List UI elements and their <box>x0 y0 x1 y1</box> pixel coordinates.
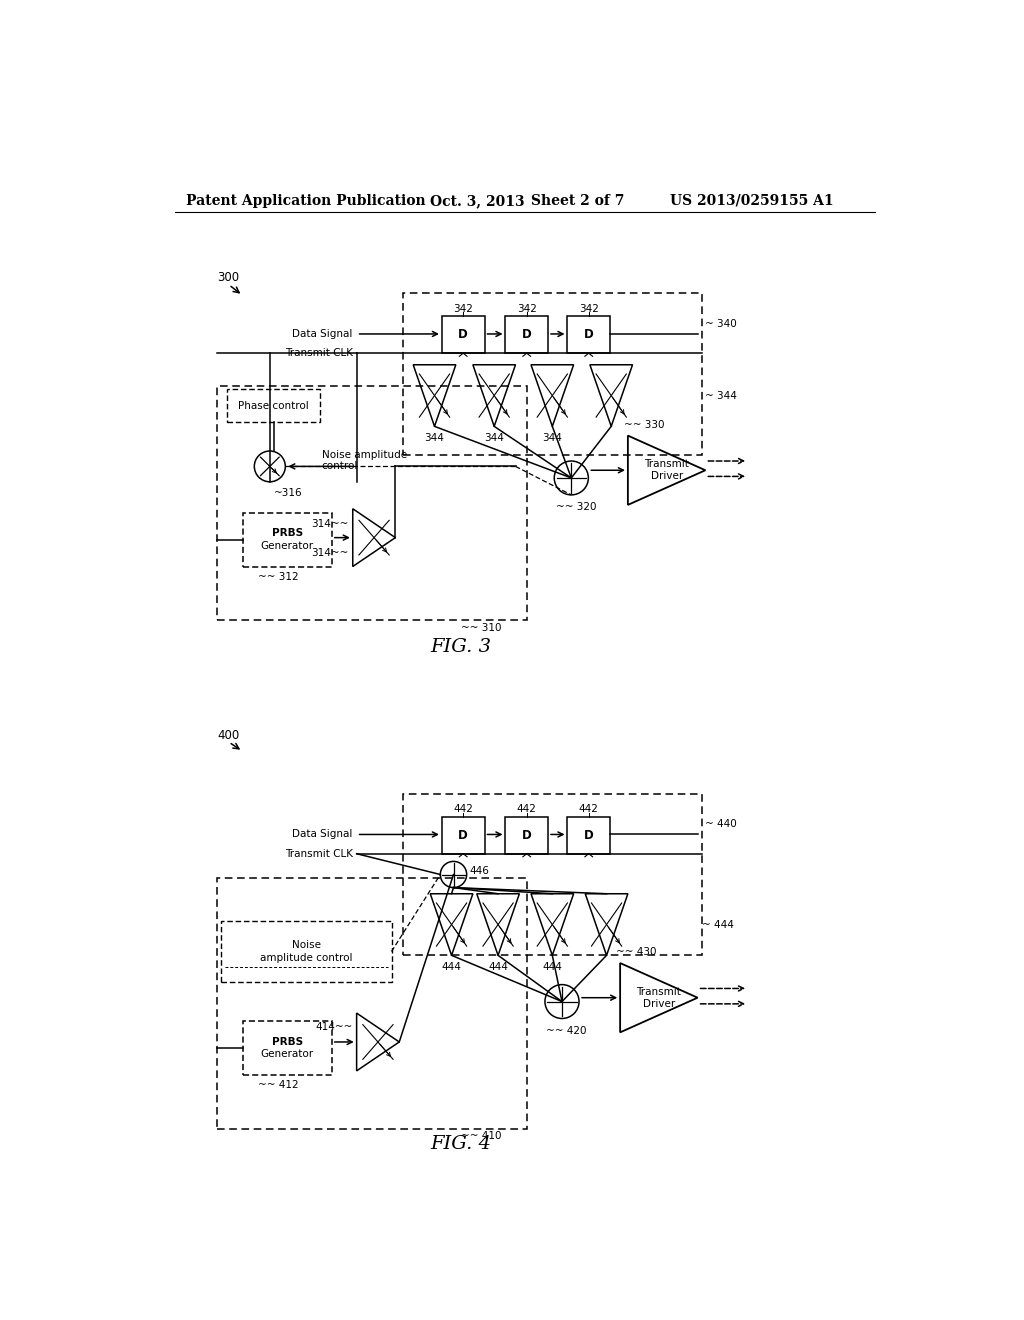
Text: FIG. 3: FIG. 3 <box>431 639 492 656</box>
Text: D: D <box>459 829 468 842</box>
Text: Noise amplitude: Noise amplitude <box>322 450 407 459</box>
Text: Transmit CLK: Transmit CLK <box>285 849 352 859</box>
Text: 300: 300 <box>217 271 240 284</box>
FancyBboxPatch shape <box>243 512 332 566</box>
Text: ~ 340: ~ 340 <box>706 319 737 329</box>
Text: 442: 442 <box>454 804 473 814</box>
FancyBboxPatch shape <box>442 317 484 354</box>
Text: 444: 444 <box>543 962 562 972</box>
Text: ~316: ~316 <box>273 487 302 498</box>
Text: Phase control: Phase control <box>239 400 309 411</box>
Text: ~~ 310: ~~ 310 <box>461 623 502 634</box>
Text: ~~ 320: ~~ 320 <box>556 502 596 512</box>
Text: 444: 444 <box>488 962 508 972</box>
Text: ~ 440: ~ 440 <box>706 820 737 829</box>
Text: 344: 344 <box>425 433 444 444</box>
Text: ~~ 412: ~~ 412 <box>258 1081 299 1090</box>
Text: Sheet 2 of 7: Sheet 2 of 7 <box>531 194 625 207</box>
Text: 344: 344 <box>484 433 504 444</box>
Text: control: control <box>322 462 358 471</box>
FancyBboxPatch shape <box>567 817 610 854</box>
Text: Driver: Driver <box>650 471 683 482</box>
Text: Data Signal: Data Signal <box>293 829 352 840</box>
Text: Transmit CLK: Transmit CLK <box>285 348 352 358</box>
Text: ~~ 312: ~~ 312 <box>258 573 299 582</box>
Text: Driver: Driver <box>643 999 675 1008</box>
Text: D: D <box>522 829 531 842</box>
Text: ~~ 430: ~~ 430 <box>616 948 656 957</box>
Text: FIG. 4: FIG. 4 <box>431 1135 492 1152</box>
Text: 414~~: 414~~ <box>315 1022 352 1031</box>
Text: amplitude control: amplitude control <box>260 953 352 962</box>
Text: Data Signal: Data Signal <box>293 329 352 339</box>
Text: Generator: Generator <box>261 541 313 550</box>
FancyBboxPatch shape <box>506 317 548 354</box>
Text: Oct. 3, 2013: Oct. 3, 2013 <box>430 194 525 207</box>
Text: Transmit: Transmit <box>637 986 681 997</box>
Text: 342: 342 <box>454 304 473 314</box>
Text: D: D <box>584 829 594 842</box>
FancyBboxPatch shape <box>221 921 391 982</box>
Text: 442: 442 <box>579 804 599 814</box>
Text: 342: 342 <box>579 304 599 314</box>
Text: Generator: Generator <box>261 1049 313 1059</box>
Text: US 2013/0259155 A1: US 2013/0259155 A1 <box>671 194 835 207</box>
Text: 314~~: 314~~ <box>311 548 349 558</box>
FancyBboxPatch shape <box>442 817 484 854</box>
Text: 342: 342 <box>517 304 537 314</box>
Text: ~~ 410: ~~ 410 <box>461 1131 502 1142</box>
Text: ~~ 330: ~~ 330 <box>624 420 665 430</box>
Text: PRBS: PRBS <box>271 1036 303 1047</box>
FancyBboxPatch shape <box>567 317 610 354</box>
Text: Transmit: Transmit <box>644 459 689 469</box>
Text: Patent Application Publication: Patent Application Publication <box>186 194 426 207</box>
Text: PRBS: PRBS <box>271 528 303 539</box>
Text: 446: 446 <box>469 866 488 875</box>
Text: D: D <box>459 329 468 342</box>
Text: 344: 344 <box>543 433 562 444</box>
Text: ~ 344: ~ 344 <box>706 391 737 400</box>
Text: D: D <box>584 329 594 342</box>
FancyBboxPatch shape <box>243 1020 332 1074</box>
Text: D: D <box>522 329 531 342</box>
FancyBboxPatch shape <box>506 817 548 854</box>
Text: 314~~: 314~~ <box>311 519 349 529</box>
Text: ~ 444: ~ 444 <box>701 920 733 929</box>
Text: 400: 400 <box>217 730 240 742</box>
Text: Noise: Noise <box>292 940 321 950</box>
FancyBboxPatch shape <box>227 389 321 422</box>
Text: ~~ 420: ~~ 420 <box>547 1026 587 1036</box>
Text: 442: 442 <box>517 804 537 814</box>
Text: 444: 444 <box>441 962 462 972</box>
